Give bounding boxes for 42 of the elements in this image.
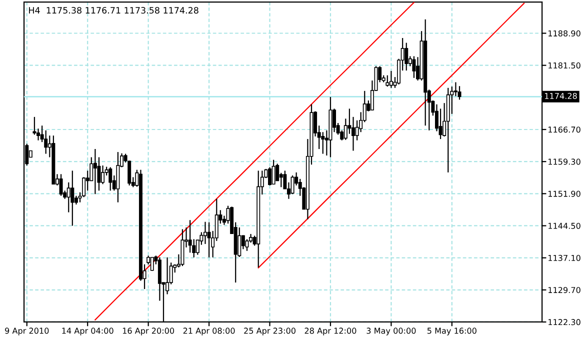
y-tick-label: 1151.90 [548, 190, 580, 197]
candlestick [158, 256, 162, 302]
candlestick [272, 159, 276, 186]
x-tick-label: 14 Apr 04:00 [62, 328, 114, 336]
y-tick-label: 1166.70 [548, 126, 580, 133]
y-tick-label: 1137.10 [548, 254, 580, 261]
candlestick [70, 170, 74, 226]
candlestick [116, 151, 120, 203]
x-tick-label: 3 May 00:00 [366, 328, 416, 336]
candlestick [108, 166, 112, 192]
y-tick-label: 1122.30 [548, 319, 580, 326]
candlestick [188, 220, 192, 254]
candlestick [412, 56, 416, 78]
x-tick-label: 16 Apr 20:00 [122, 328, 174, 336]
candlestick [386, 74, 390, 88]
x-tick-label: 28 Apr 12:00 [304, 328, 356, 336]
y-tick-label: 1159.30 [548, 158, 580, 165]
x-tick-label: 5 May 16:00 [427, 328, 476, 336]
x-tick-label: 21 Apr 08:00 [183, 328, 235, 336]
candlestick [207, 222, 211, 258]
candlestick [203, 221, 207, 244]
y-tick-label: 1129.70 [548, 286, 580, 294]
candlestick [93, 148, 97, 195]
candlestick [404, 42, 408, 72]
candlestick [150, 256, 154, 272]
ref-line-label: 1174.28 [545, 92, 577, 99]
x-tick-label: 9 Apr 2010 [5, 328, 49, 336]
candlestick [66, 182, 70, 213]
y-tick-label: 1181.50 [548, 62, 580, 69]
candlestick [59, 174, 63, 196]
candlestick [438, 108, 442, 140]
candlestick [44, 130, 48, 154]
y-tick-label: 1144.50 [548, 222, 580, 229]
candlestick [389, 70, 393, 88]
candlestick [268, 166, 272, 186]
x-tick-label: 25 Apr 23:00 [244, 328, 296, 336]
candlestick [101, 164, 105, 185]
candlestick [290, 174, 294, 195]
y-tick-label: 1188.90 [548, 30, 580, 36]
candlestick [458, 86, 462, 100]
chart-title: H4 1175.38 1176.71 1173.58 1174.28 [29, 6, 198, 14]
line-series [258, 2, 525, 268]
